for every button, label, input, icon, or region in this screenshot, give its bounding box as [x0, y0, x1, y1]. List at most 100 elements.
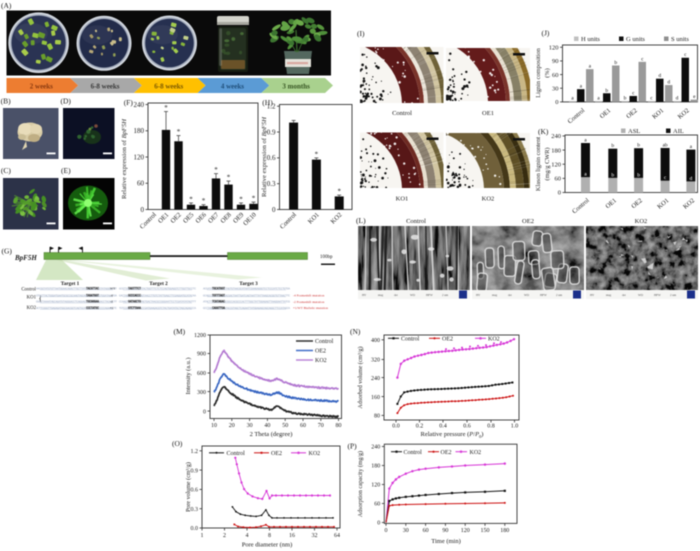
svg-text:a: a — [690, 144, 693, 150]
svg-text:*: * — [252, 195, 256, 203]
svg-text:Adsorbed volume (cm³/g): Adsorbed volume (cm³/g) — [357, 346, 364, 408]
svg-text:ACTTCGGGTTGAGAGATGGCGACGGTCAGT: ACTTCGGGTTGAGAGATGGCGACGGTCAGTGCATGAGGCC… — [36, 307, 117, 310]
svg-text:1: 1 — [201, 533, 204, 539]
svg-text:*: * — [177, 128, 181, 136]
svg-text:(P): (P) — [348, 442, 358, 451]
svg-text:{: { — [39, 294, 43, 303]
svg-text:GTGCTTACTGGGATGAATGCGCCGCAAGTA: GTGCTTACTGGGATGAATGCGCCGCAAGTAGCAGGTCCCG… — [36, 294, 117, 297]
svg-text:CCAAGTTTTTGCAGTAGTGACTAACGCCGG: CCAAGTTTTTGCAGTAGTGACTAACGCCGGGAATTCCTCG… — [119, 301, 196, 304]
svg-text:320: 320 — [371, 358, 380, 364]
svg-text:(E): (E) — [61, 166, 71, 175]
svg-text:Relative pressure (P/P0): Relative pressure (P/P0) — [421, 431, 484, 439]
svg-text:HV: HV — [362, 293, 367, 297]
svg-text:(I): (I) — [357, 29, 365, 38]
svg-text:+1: +1 — [110, 306, 114, 310]
svg-text:det: det — [622, 293, 626, 297]
svg-text:Control: Control — [227, 451, 246, 457]
svg-text:10: 10 — [211, 423, 217, 429]
svg-text:(N): (N) — [350, 327, 361, 336]
svg-text:240: 240 — [134, 101, 145, 109]
svg-text:AACGGTATGTGTTAATGGAACAGACTTGCT: AACGGTATGTGTTAATGGAACAGACTTGCTTATGTGGACG… — [36, 288, 117, 291]
svg-text:ACGATATACTCATGGTAGTGTAACGCATAA: ACGATATACTCATGGTAGTGTAACGCATAATCGAAGAGGG… — [203, 288, 290, 291]
svg-text:GCCCACCC: GCCCACCC — [128, 293, 141, 297]
svg-text:20: 20 — [229, 423, 235, 429]
svg-text:OE2: OE2 — [522, 218, 534, 225]
svg-text:160: 160 — [371, 395, 380, 401]
svg-text:0.4: 0.4 — [439, 424, 447, 430]
svg-text:0.2: 0.2 — [416, 424, 424, 430]
svg-text:0.9: 0.9 — [267, 128, 276, 136]
svg-text:KO2: KO2 — [470, 450, 482, 456]
svg-text:Target 2: Target 2 — [149, 281, 168, 287]
svg-text:(A): (A) — [1, 1, 12, 10]
svg-text:32: 32 — [312, 533, 318, 539]
svg-text:(H): (H) — [262, 98, 273, 107]
svg-text:0: 0 — [385, 528, 388, 534]
svg-text:OE2: OE2 — [315, 349, 326, 355]
svg-text:Control: Control — [392, 110, 412, 117]
svg-text:Pore diameter (nm): Pore diameter (nm) — [242, 542, 293, 549]
svg-text:AIL: AIL — [673, 128, 684, 135]
svg-text:0.9: 0.9 — [191, 468, 199, 474]
svg-text:0: 0 — [141, 206, 145, 214]
svg-text:150: 150 — [481, 528, 490, 534]
svg-text:mag: mag — [606, 293, 612, 297]
svg-text:d: d — [676, 95, 679, 101]
svg-text:4 weeks: 4 weeks — [221, 82, 244, 90]
svg-text:(F): (F) — [124, 98, 134, 107]
svg-text:TGCATGGT: TGCATGGT — [212, 287, 225, 291]
svg-text:*: * — [164, 104, 168, 112]
svg-text:a: a — [584, 138, 587, 144]
svg-text:-2: -2 — [110, 300, 113, 304]
svg-text:1.2: 1.2 — [191, 449, 199, 455]
svg-text:60: 60 — [423, 528, 429, 534]
svg-text:c: c — [641, 56, 644, 62]
svg-text:(G): (G) — [2, 247, 13, 256]
svg-text:2 um: 2 um — [670, 293, 677, 297]
svg-text:180: 180 — [371, 464, 380, 470]
svg-text:d: d — [658, 73, 661, 79]
svg-text:Control: Control — [401, 337, 420, 343]
svg-text:Control: Control — [315, 339, 334, 345]
svg-text:Control: Control — [406, 218, 426, 225]
svg-text:64: 64 — [334, 533, 340, 539]
svg-text:a: a — [589, 64, 592, 70]
svg-text:GCAGCCGCAACAGCGACGACTAATTGATCA: GCAGCCGCAACAGCGACGACTAATTGATCAGTAATTTATT… — [203, 294, 290, 297]
svg-text:KO2: KO2 — [309, 451, 321, 457]
svg-text:Intensity (a.u.): Intensity (a.u.) — [185, 358, 192, 395]
svg-text:KO2: KO2 — [27, 306, 37, 311]
svg-text:b: b — [611, 172, 614, 178]
svg-text:(O): (O) — [172, 439, 183, 448]
svg-text:*: * — [239, 195, 243, 203]
svg-text:GGGCTAAAATAGCAGATGTAGGGACCTCAG: GGGCTAAAATAGCAGATGTAGGGACCTCAGGAGCTAGACG… — [36, 301, 117, 304]
svg-text:Klason lignin content: Klason lignin content — [535, 137, 542, 191]
svg-text:6-8 weeks: 6-8 weeks — [154, 82, 183, 90]
svg-text:16: 16 — [289, 533, 295, 539]
svg-text:0: 0 — [558, 190, 561, 197]
svg-text:*: * — [214, 166, 218, 174]
svg-text:KO1: KO1 — [27, 296, 37, 301]
svg-text:0.8: 0.8 — [487, 424, 495, 430]
svg-text:HV: HV — [590, 293, 595, 297]
svg-text:TAGTTTCT: TAGTTTCT — [128, 287, 141, 291]
svg-text:0.3: 0.3 — [267, 180, 276, 188]
svg-text:0: 0 — [203, 409, 206, 415]
svg-text:Relative expression of BpF5H: Relative expression of BpF5H — [261, 116, 268, 197]
svg-text:90: 90 — [442, 528, 448, 534]
svg-text:Relative expression of BpF5H: Relative expression of BpF5H — [121, 118, 128, 199]
svg-text:40: 40 — [264, 423, 270, 429]
svg-text:OE2: OE2 — [441, 450, 452, 456]
svg-text:KO2: KO2 — [488, 337, 500, 343]
svg-text:WT: WT — [110, 287, 116, 291]
svg-text:WD: WD — [410, 293, 416, 297]
svg-text:0: 0 — [272, 206, 276, 214]
svg-text:a: a — [580, 84, 583, 90]
svg-text:8: 8 — [268, 533, 271, 539]
svg-text:100bp: 100bp — [320, 255, 333, 260]
svg-text:ab: ab — [662, 142, 667, 148]
svg-text:240: 240 — [371, 445, 380, 451]
svg-text:180: 180 — [134, 127, 145, 135]
svg-text:2 Theta (degree): 2 Theta (degree) — [250, 431, 293, 438]
svg-text:120: 120 — [134, 153, 145, 161]
svg-text:180: 180 — [500, 528, 509, 534]
